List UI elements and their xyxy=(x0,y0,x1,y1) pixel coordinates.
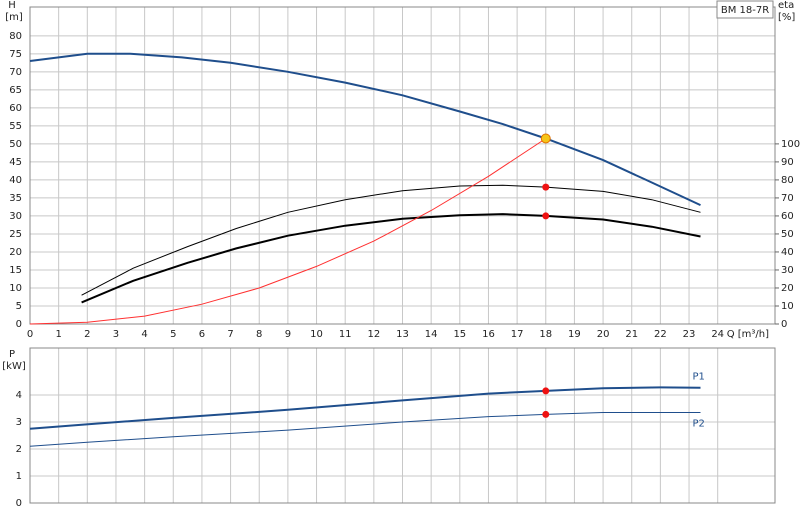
duty-point xyxy=(540,133,551,144)
y-tick-label: 80 xyxy=(9,31,22,42)
x-tick-label: 22 xyxy=(654,329,667,340)
y2-tick-label: 30 xyxy=(781,265,794,276)
y2-axis-unit: [%] xyxy=(778,12,795,23)
x-tick-label: 19 xyxy=(568,329,581,340)
model-label: BM 18-7R xyxy=(721,5,769,16)
plot-frame xyxy=(29,6,776,325)
x-tick-label: 3 xyxy=(113,329,119,340)
y-axis-unit: [m] xyxy=(5,12,23,23)
y-tick-label: 2 xyxy=(16,444,22,455)
y-tick-label: 55 xyxy=(9,121,22,132)
y-tick-label: 35 xyxy=(9,193,22,204)
y2-tick-label: 0 xyxy=(781,319,787,330)
y-tick-label: 60 xyxy=(9,103,22,114)
y-tick-label: 10 xyxy=(9,283,22,294)
series-label: P2 xyxy=(693,419,705,430)
x-tick-label: 13 xyxy=(396,329,409,340)
series-line xyxy=(81,213,701,304)
x-tick-label: 10 xyxy=(310,329,323,340)
series-line xyxy=(29,412,701,447)
y-tick-label: 75 xyxy=(9,49,22,60)
y2-tick-label: 100 xyxy=(781,139,800,150)
y-tick-label: 40 xyxy=(9,175,22,186)
x-tick-label: 16 xyxy=(482,329,495,340)
x-tick-label: 1 xyxy=(55,329,61,340)
y-tick-label: 3 xyxy=(16,417,22,428)
x-axis-label: Q [m³/h] xyxy=(727,329,769,340)
duty-point xyxy=(542,387,550,395)
x-tick-label: 15 xyxy=(453,329,466,340)
x-tick-label: 8 xyxy=(256,329,262,340)
model-box xyxy=(716,0,774,19)
y-tick-label: 65 xyxy=(9,85,22,96)
y2-tick-label: 60 xyxy=(781,211,794,222)
x-tick-label: 14 xyxy=(425,329,438,340)
series-label: P1 xyxy=(693,372,705,383)
duty-point xyxy=(542,183,550,191)
series-line xyxy=(81,184,701,296)
x-tick-label: 2 xyxy=(84,329,90,340)
y2-tick-label: 70 xyxy=(781,193,794,204)
x-tick-label: 11 xyxy=(339,329,352,340)
x-tick-label: 9 xyxy=(285,329,291,340)
x-tick-label: 6 xyxy=(199,329,205,340)
x-tick-label: 12 xyxy=(367,329,380,340)
x-tick-label: 17 xyxy=(511,329,524,340)
x-tick-label: 7 xyxy=(227,329,233,340)
y-tick-label: 50 xyxy=(9,139,22,150)
y-tick-label: 30 xyxy=(9,211,22,222)
y2-tick-label: 50 xyxy=(781,229,794,240)
duty-point xyxy=(542,212,550,220)
y-tick-label: 0 xyxy=(16,498,22,509)
y-tick-label: 0 xyxy=(16,319,22,330)
x-tick-label: 4 xyxy=(141,329,147,340)
x-tick-label: 20 xyxy=(597,329,610,340)
y-tick-label: 25 xyxy=(9,229,22,240)
y-axis-label: H xyxy=(8,0,16,11)
y-tick-label: 1 xyxy=(16,471,22,482)
x-tick-label: 5 xyxy=(170,329,176,340)
y-tick-label: 5 xyxy=(16,301,22,312)
y-tick-label: 45 xyxy=(9,157,22,168)
y-axis-label: P xyxy=(9,349,15,360)
y2-axis-label: eta xyxy=(778,0,794,11)
x-tick-label: 23 xyxy=(683,329,696,340)
y-axis-unit: [kW] xyxy=(2,361,26,372)
y2-tick-label: 10 xyxy=(781,301,794,312)
series-line xyxy=(29,386,701,430)
x-tick-label: 24 xyxy=(711,329,724,340)
x-tick-label: 18 xyxy=(539,329,552,340)
y-tick-label: 4 xyxy=(16,390,22,401)
plot-frame xyxy=(29,347,776,504)
series-line xyxy=(29,52,701,207)
x-tick-label: 21 xyxy=(625,329,638,340)
x-tick-label: 0 xyxy=(27,329,33,340)
y2-tick-label: 40 xyxy=(781,247,794,258)
y2-tick-label: 80 xyxy=(781,175,794,186)
y-tick-label: 15 xyxy=(9,265,22,276)
y2-tick-label: 90 xyxy=(781,157,794,168)
y-tick-label: 20 xyxy=(9,247,22,258)
series-line xyxy=(29,138,547,325)
duty-point xyxy=(542,410,550,418)
y-tick-label: 70 xyxy=(9,67,22,78)
y2-tick-label: 20 xyxy=(781,283,794,294)
